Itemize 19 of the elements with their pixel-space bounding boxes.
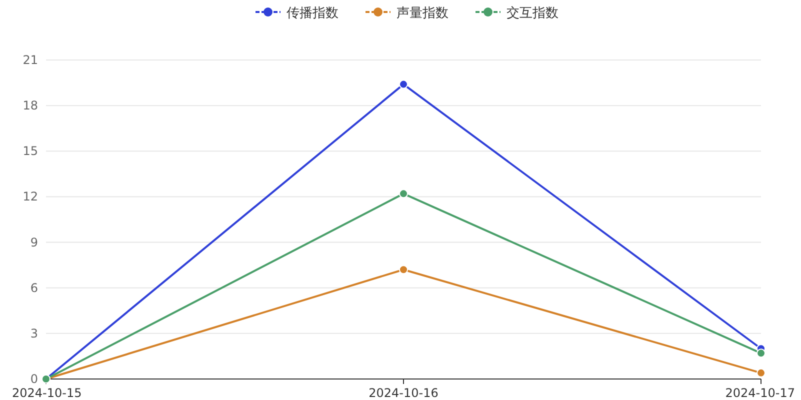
y-tick-label: 18: [22, 98, 38, 113]
y-tick-label: 15: [22, 144, 38, 158]
y-tick-label: 6: [30, 280, 38, 295]
legend-label: 交互指数: [506, 5, 558, 21]
y-tick-label: 12: [22, 190, 38, 204]
x-tick-label: 2024-10-15: [12, 386, 82, 400]
x-tick-label: 2024-10-16: [368, 386, 438, 400]
point: [399, 80, 408, 89]
y-tick-label: 21: [22, 53, 38, 67]
y-tick-label: 3: [30, 326, 38, 340]
y-tick-label: 9: [30, 235, 38, 250]
point: [756, 368, 766, 378]
y-tick-label: 0: [30, 372, 38, 386]
point: [399, 189, 408, 198]
legend-label: 传播指数: [286, 6, 338, 21]
point: [399, 265, 408, 274]
legend-label: 声量指数: [396, 6, 448, 21]
point: [756, 348, 766, 358]
x-tick-label: 2024-10-17: [725, 386, 795, 400]
